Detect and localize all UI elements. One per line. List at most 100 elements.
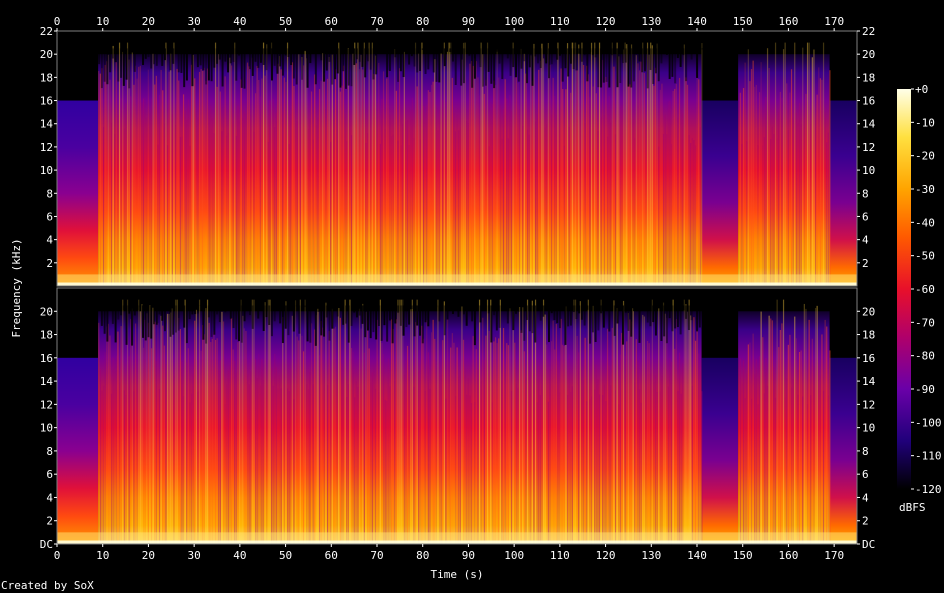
spectral-gap — [515, 48, 518, 78]
spectral-gap — [111, 48, 114, 59]
spectral-streak — [341, 85, 343, 286]
spectral-streak — [650, 42, 652, 286]
spectral-gap — [602, 48, 605, 83]
spectral-streak — [488, 330, 490, 544]
spectral-streak — [573, 42, 575, 286]
spectral-gap — [641, 305, 644, 308]
spectral-streak — [451, 333, 453, 544]
spectral-gap — [635, 48, 638, 52]
spectral-gap — [232, 305, 235, 328]
spectral-gap — [131, 48, 134, 53]
spectral-gap — [202, 305, 205, 340]
spectral-gap — [676, 48, 679, 58]
spectral-gap — [391, 305, 394, 344]
spectral-gap — [199, 305, 202, 306]
spectral-streak — [152, 53, 154, 287]
spectral-gap — [147, 48, 150, 58]
spectral-streak — [630, 321, 633, 544]
x-tick-label: 130 — [641, 549, 661, 562]
spectral-streak — [320, 320, 322, 544]
spectral-streak — [526, 299, 529, 544]
spectral-streak — [346, 141, 348, 286]
spectral-streak — [594, 389, 596, 544]
y-tick-label: 18 — [862, 329, 875, 342]
spectral-streak — [522, 307, 524, 544]
spectral-streak — [246, 62, 249, 286]
spectral-streak — [309, 372, 311, 544]
spectral-gap — [589, 305, 592, 344]
spectral-gap — [501, 48, 504, 80]
spectral-gap — [292, 48, 295, 79]
y-tick-label: 16 — [862, 352, 875, 365]
spectral-gap — [517, 305, 520, 312]
spectral-gap — [600, 48, 603, 88]
spectral-streak — [200, 69, 202, 286]
spectral-streak — [490, 299, 492, 544]
spectral-gap — [177, 305, 180, 331]
spectral-gap — [649, 48, 652, 70]
spectral-streak — [288, 391, 290, 544]
spectral-streak — [374, 55, 377, 286]
spectral-streak — [173, 376, 175, 544]
spectral-streak — [406, 120, 409, 286]
spectral-streak — [123, 390, 125, 544]
spectral-gap — [268, 48, 271, 52]
spectral-streak — [419, 363, 421, 544]
spectral-streak — [322, 53, 324, 286]
spectral-streak — [128, 59, 130, 286]
spectral-streak — [475, 61, 477, 286]
spectral-gap — [523, 305, 526, 341]
panel-frame — [56, 287, 858, 545]
y-axis-label: Frequency (kHz) — [10, 238, 23, 337]
spectral-streak — [136, 78, 138, 287]
spectral-streak — [693, 140, 695, 286]
spectral-gap — [627, 305, 630, 331]
spectral-streak — [566, 43, 569, 286]
spectral-streak — [275, 112, 277, 286]
spectral-streak — [202, 324, 204, 544]
spectral-gap — [416, 48, 419, 73]
colorbar-tick-label: +0 — [915, 83, 928, 96]
spectral-streak — [450, 347, 452, 544]
spectral-streak — [309, 118, 311, 286]
spectral-streak — [379, 299, 381, 544]
spectral-streak — [443, 301, 445, 544]
spectral-gap — [613, 48, 616, 53]
spectral-streak — [226, 383, 228, 544]
x-tick-label: 120 — [596, 549, 616, 562]
spectral-streak — [227, 132, 229, 286]
spectral-streak — [571, 42, 573, 286]
spectral-gap — [172, 48, 175, 64]
spectral-gap — [238, 305, 241, 342]
spectral-gap — [556, 48, 559, 60]
spectral-streak — [382, 71, 385, 287]
x-tick-label: 40 — [233, 549, 246, 562]
spectral-streak — [653, 382, 655, 544]
spectral-gap — [657, 305, 660, 308]
spectral-gap — [205, 48, 208, 85]
spectral-streak — [290, 367, 292, 544]
spectral-streak — [670, 143, 673, 286]
spectral-streak — [632, 119, 634, 286]
spectral-streak — [221, 131, 223, 286]
y-tick-label: 10 — [40, 164, 53, 177]
spectral-gap — [410, 305, 413, 309]
spectral-streak — [763, 137, 765, 286]
spectral-gap — [366, 48, 369, 62]
spectral-gap — [558, 48, 561, 56]
spectral-gap — [290, 48, 293, 66]
spectral-gap — [542, 305, 545, 317]
spectral-gap — [117, 305, 120, 320]
spectral-gap — [493, 305, 496, 316]
spectrogram-panel-bottom — [56, 287, 858, 545]
spectral-gap — [679, 48, 682, 67]
spectral-streak — [136, 354, 138, 544]
spectral-streak — [531, 300, 533, 544]
spectral-gap — [166, 305, 169, 310]
spectral-streak — [774, 397, 777, 544]
spectral-gap — [98, 48, 101, 65]
spectral-streak — [315, 315, 317, 544]
spectral-gap — [471, 48, 474, 88]
spectral-streak — [762, 337, 764, 544]
spectral-streak — [104, 352, 106, 544]
